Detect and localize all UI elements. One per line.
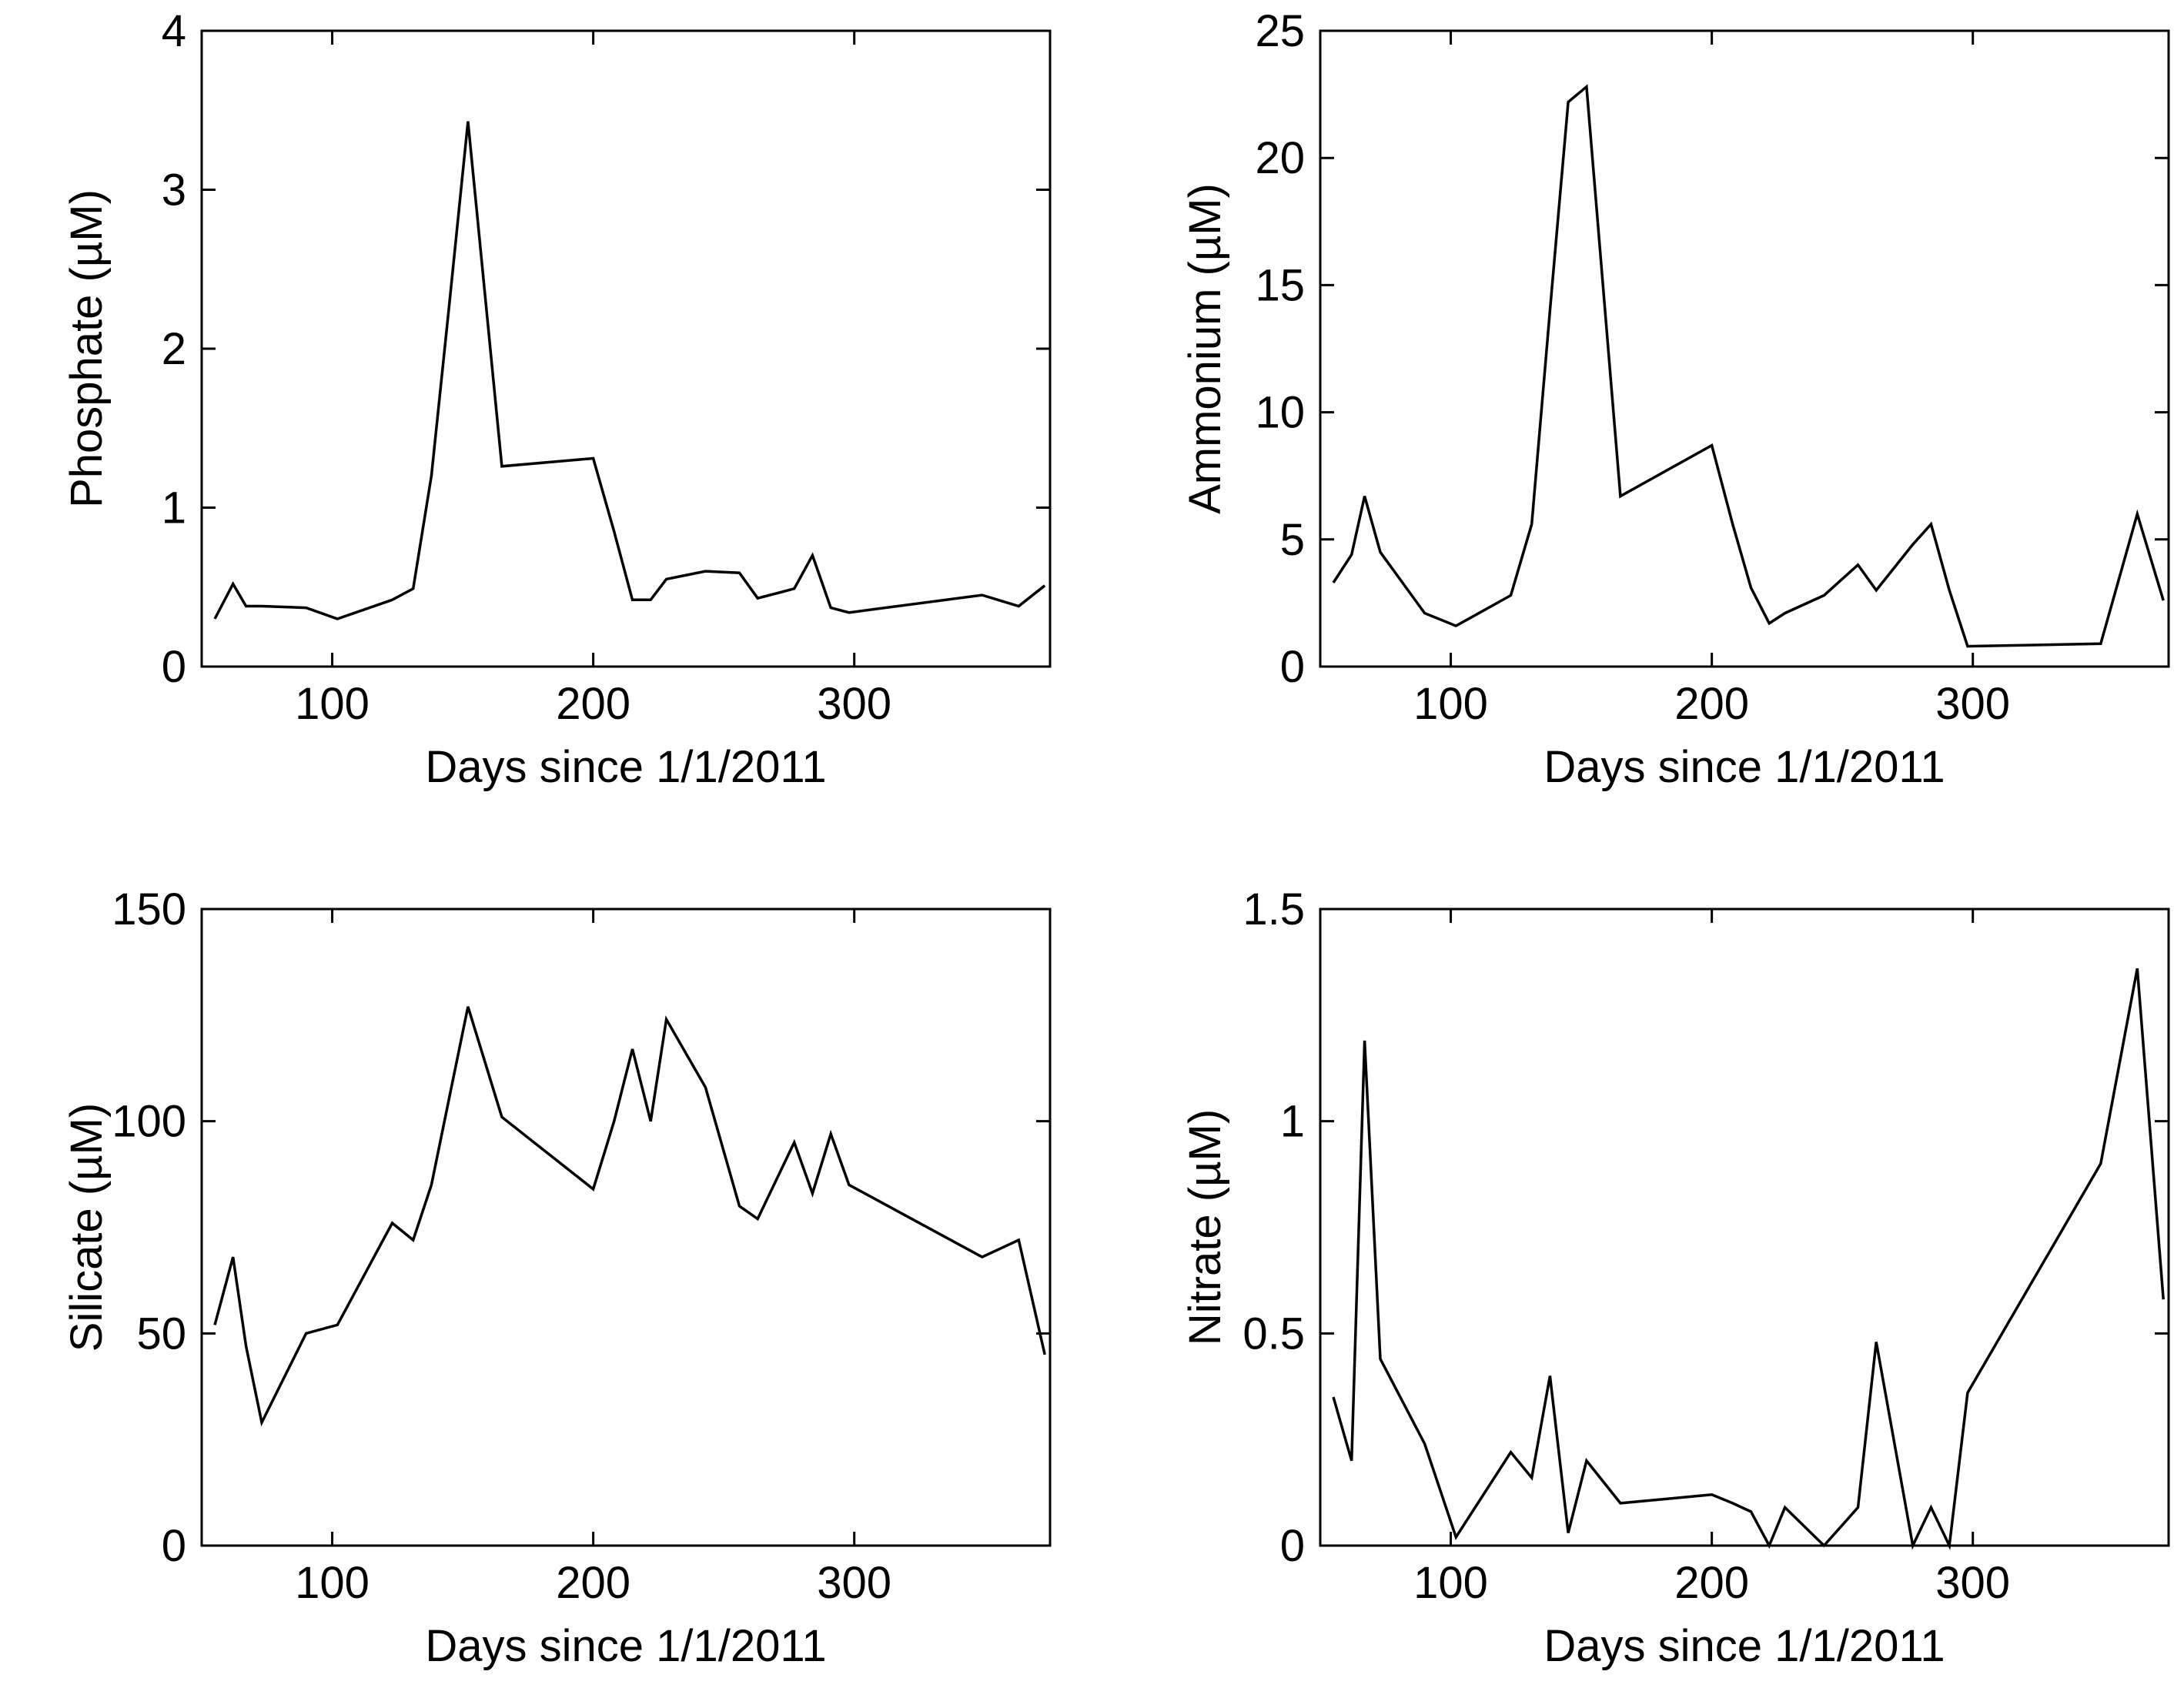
- x-tick-label: 100: [1413, 679, 1488, 729]
- plot-frame: [1319, 29, 2170, 668]
- x-axis-label: Days since 1/1/2011: [1544, 742, 1945, 792]
- y-tick-label: 15: [1255, 260, 1305, 310]
- y-tick-label: 1.5: [1243, 884, 1305, 934]
- plot-frame: [200, 908, 1052, 1547]
- x-tick-label: 200: [556, 679, 630, 729]
- y-tick-label: 5: [1280, 515, 1305, 565]
- y-tick-label: 50: [136, 1309, 186, 1359]
- x-tick-label: 100: [1413, 1558, 1488, 1608]
- x-axis-label: Days since 1/1/2011: [425, 1621, 826, 1671]
- y-tick-label: 4: [162, 6, 186, 56]
- y-tick-label: 2: [162, 324, 186, 374]
- panel-bottom-left: 100 200 300 0 50 100 150 Days since 1/1/2011 Sil…: [62, 884, 1052, 1671]
- series-line-top-right: [1332, 84, 2165, 648]
- series-line-top-left: [213, 121, 1046, 620]
- x-tick-label: 100: [295, 679, 370, 729]
- y-tick-label: 150: [112, 884, 186, 934]
- x-tick-label: 300: [1935, 1558, 2010, 1608]
- y-axis-label: Ammonium (µM): [1180, 183, 1230, 514]
- y-tick-label: 1: [162, 483, 186, 533]
- series-line-bottom-left: [213, 1006, 1046, 1427]
- y-tick-label: 0: [1280, 642, 1305, 692]
- y-tick-label: 0: [162, 642, 186, 692]
- series-line-bottom-right: [1332, 968, 2165, 1551]
- y-tick-label: 20: [1255, 133, 1305, 183]
- plot-frame: [1319, 908, 2170, 1547]
- x-tick-label: 300: [1935, 679, 2010, 729]
- y-tick-label: 3: [162, 165, 186, 216]
- x-tick-label: 300: [817, 1558, 891, 1608]
- y-tick-label: 25: [1255, 6, 1305, 56]
- panel-bottom-right: 100 200 300 0 0.5 1 1.5 Days since 1/1/2011 Nitr…: [1180, 884, 2170, 1671]
- x-tick-label: 300: [817, 679, 891, 729]
- y-axis-label: Silicate (µM): [62, 1103, 112, 1352]
- panel-top-right: 100 200 300 0 5 10 15 20 25 Days since 1/1/2011 Am…: [1180, 6, 2170, 792]
- x-tick-label: 200: [556, 1558, 630, 1608]
- y-axis-label: Nitrate (µM): [1180, 1109, 1230, 1345]
- y-axis-label: Phosphate (µM): [62, 189, 112, 508]
- y-tick-label: 1: [1280, 1097, 1305, 1147]
- y-tick-label: 10: [1255, 388, 1305, 438]
- x-tick-label: 200: [1674, 1558, 1749, 1608]
- x-tick-label: 200: [1674, 679, 1749, 729]
- y-tick-label: 0: [1280, 1521, 1305, 1571]
- y-tick-label: 0: [162, 1521, 186, 1571]
- x-axis-label: Days since 1/1/2011: [1544, 1621, 1945, 1671]
- y-tick-label: 0.5: [1243, 1309, 1305, 1359]
- panel-top-left: 100 200 300 0 1 2 3 4 Days since 1/1/2011 Phospha…: [62, 6, 1052, 792]
- x-tick-label: 100: [295, 1558, 370, 1608]
- x-axis-label: Days since 1/1/2011: [425, 742, 826, 792]
- y-tick-label: 100: [112, 1097, 186, 1147]
